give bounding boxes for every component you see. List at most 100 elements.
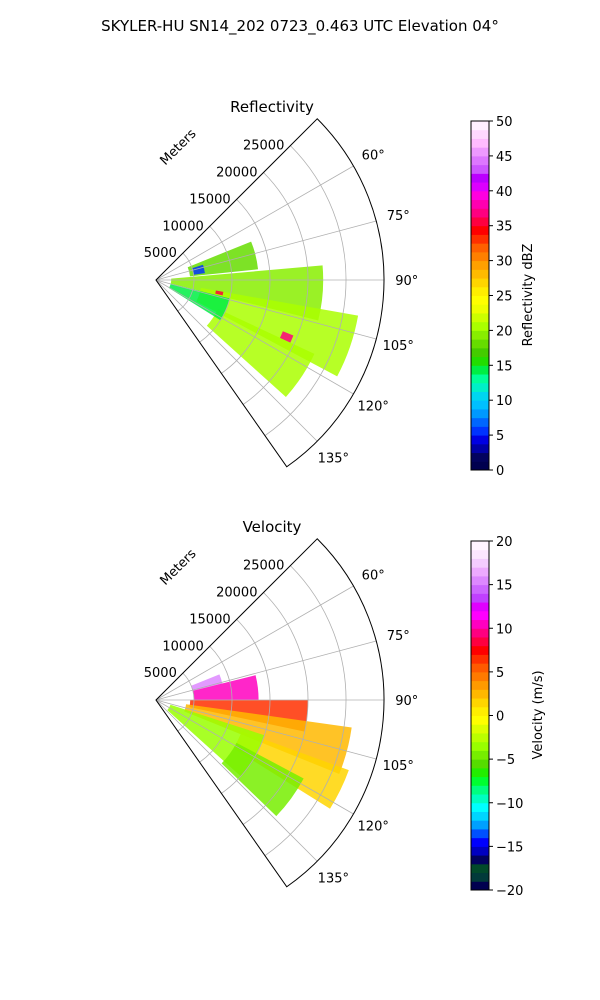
reflectivity-range-ring-1: [199, 225, 233, 343]
reflectivity-grid: [155, 118, 385, 468]
reflectivity-azimuth-spoke-0: [155, 165, 354, 281]
reflectivity-colorbar-label: Reflectivity dBZ: [521, 244, 536, 347]
velocity-range-ring-3: [242, 592, 309, 825]
reflectivity-colorbar-swatch: [471, 330, 489, 340]
reflectivity-colorbar-swatch: [471, 391, 489, 401]
velocity-colorbar-swatch: [471, 750, 489, 760]
velocity-tick-labels: 5000 10000 15000 20000 25000 60° 75° 90° 105° 120…: [144, 559, 419, 887]
velocity-colorbar-swatch: [471, 610, 489, 621]
reflectivity-colorbar-tick-label: 20: [496, 324, 513, 339]
reflectivity-colorbar-swatch: [471, 435, 489, 445]
velocity-echo-cells: [167, 674, 352, 817]
reflectivity-colorbar-swatch: [471, 199, 489, 209]
reflectivity-azimuth-spoke-5: [155, 279, 318, 442]
reflectivity-colorbar-swatch: [471, 400, 489, 410]
reflectivity-colorbar-swatch: [471, 452, 489, 462]
reflectivity-colorbar-tick-label: 10: [496, 394, 513, 409]
velocity-range-tick-label: 15000: [189, 612, 230, 627]
reflectivity-echo-region-6: [215, 290, 224, 296]
reflectivity-colorbar-swatch: [471, 295, 489, 305]
velocity-colorbar-swatch: [471, 785, 489, 795]
velocity-colorbar-swatch: [471, 802, 489, 812]
reflectivity-colorbar-tick-label: 25: [496, 290, 513, 305]
reflectivity-colorbar-tick-label: 30: [496, 255, 513, 270]
reflectivity-range-tick-label: 20000: [216, 166, 257, 181]
reflectivity-range-ring-0: [177, 252, 195, 312]
velocity-colorbar-swatch: [471, 628, 489, 638]
velocity-colorbar-swatch: [471, 811, 489, 821]
velocity-colorbar-swatch: [471, 593, 489, 603]
reflectivity-range-ring-4: [264, 145, 347, 436]
velocity-colorbar-tick-label: 15: [496, 579, 513, 594]
reflectivity-colorbar-swatch: [471, 121, 489, 131]
velocity-colorbar-swatch: [471, 767, 489, 778]
reflectivity-colorbar-swatch: [471, 269, 489, 279]
velocity-azimuth-tick-label: 60°: [362, 569, 385, 584]
velocity-colorbar-swatch: [471, 820, 489, 830]
velocity-colorbar-swatch: [471, 724, 489, 734]
reflectivity-colorbar-swatch: [471, 129, 489, 139]
velocity-azimuth-tick-label: 120°: [358, 819, 389, 834]
velocity-azimuth-spoke-5: [155, 699, 318, 862]
velocity-colorbar-swatch: [471, 863, 489, 874]
velocity-colorbar-tick-label: −5: [496, 753, 515, 768]
velocity-echo-region-1: [192, 675, 259, 700]
velocity-range-ring-1: [199, 645, 233, 763]
reflectivity-colorbar-swatch: [471, 243, 489, 253]
velocity-range-tick-label: 20000: [216, 586, 257, 601]
reflectivity-colorbar-swatch: [471, 164, 489, 174]
velocity-colorbar-swatch: [471, 680, 489, 690]
velocity-colorbar-swatch: [471, 689, 489, 699]
reflectivity-colorbar-swatch: [471, 443, 489, 454]
velocity-colorbar-tick-label: −20: [496, 884, 523, 899]
reflectivity-colorbar: 0 5 10 15 20 25 30 35 40 45 50: [470, 115, 513, 479]
velocity-colorbar-swatch: [471, 715, 489, 725]
velocity-grid: [155, 538, 385, 888]
velocity-range-tick-label: 10000: [162, 639, 203, 654]
velocity-colorbar-swatch: [471, 776, 489, 786]
velocity-colorbar: −20 −15 −10 −5 0 5 10 15 20: [470, 535, 523, 899]
reflectivity-range-tick-label: 15000: [189, 192, 230, 207]
velocity-radial-axis-label: Meters: [158, 546, 200, 588]
reflectivity-tick-labels: 5000 10000 15000 20000 25000 60° 75° 90° 105° 120…: [144, 139, 419, 467]
reflectivity-colorbar-tick-label: 40: [496, 185, 513, 200]
velocity-azimuth-spoke-4: [155, 699, 354, 815]
velocity-sector-outline: [155, 538, 385, 888]
reflectivity-echo-region-5: [192, 264, 205, 275]
velocity-colorbar-swatch: [471, 541, 489, 551]
velocity-colorbar-tick-label: 10: [496, 622, 513, 637]
reflectivity-sector-outline: [155, 118, 385, 468]
velocity-colorbar-tick-label: 5: [496, 666, 504, 681]
reflectivity-colorbar-swatch: [471, 365, 489, 375]
reflectivity-colorbar-swatch: [471, 155, 489, 166]
velocity-colorbar-swatch: [471, 575, 489, 586]
velocity-range-tick-label: 5000: [144, 666, 177, 681]
reflectivity-colorbar-swatch: [471, 339, 489, 349]
velocity-colorbar-swatch: [471, 636, 489, 647]
velocity-colorbar-swatch: [471, 855, 489, 865]
reflectivity-colorbar-tick-label: 35: [496, 220, 513, 235]
reflectivity-colorbar-tick-label: 45: [496, 150, 513, 165]
velocity-colorbar-swatch: [471, 619, 489, 629]
reflectivity-echo-region-2: [196, 287, 359, 377]
velocity-range-ring-4: [264, 565, 347, 856]
reflectivity-colorbar-tick-label: 15: [496, 359, 513, 374]
velocity-azimuth-tick-label: 75°: [387, 629, 410, 644]
velocity-colorbar-swatch: [471, 741, 489, 751]
velocity-range-tick-label: 25000: [243, 559, 284, 574]
reflectivity-colorbar-swatch: [471, 417, 489, 427]
reflectivity-colorbar-swatch: [471, 286, 489, 296]
velocity-colorbar-swatch: [471, 584, 489, 594]
reflectivity-echo-cells: [168, 241, 359, 397]
velocity-colorbar-swatch: [471, 663, 489, 673]
reflectivity-echo-region-4: [168, 283, 230, 321]
reflectivity-echo-region-0: [187, 241, 259, 277]
reflectivity-radial-axis-label: Meters: [158, 126, 200, 168]
velocity-azimuth-spoke-3: [155, 699, 377, 760]
reflectivity-colorbar-swatch: [471, 356, 489, 366]
reflectivity-colorbar-swatch: [471, 234, 489, 244]
velocity-azimuth-tick-label: 90°: [395, 694, 418, 709]
velocity-range-ring-2: [221, 619, 271, 794]
reflectivity-colorbar-swatch: [471, 225, 489, 235]
